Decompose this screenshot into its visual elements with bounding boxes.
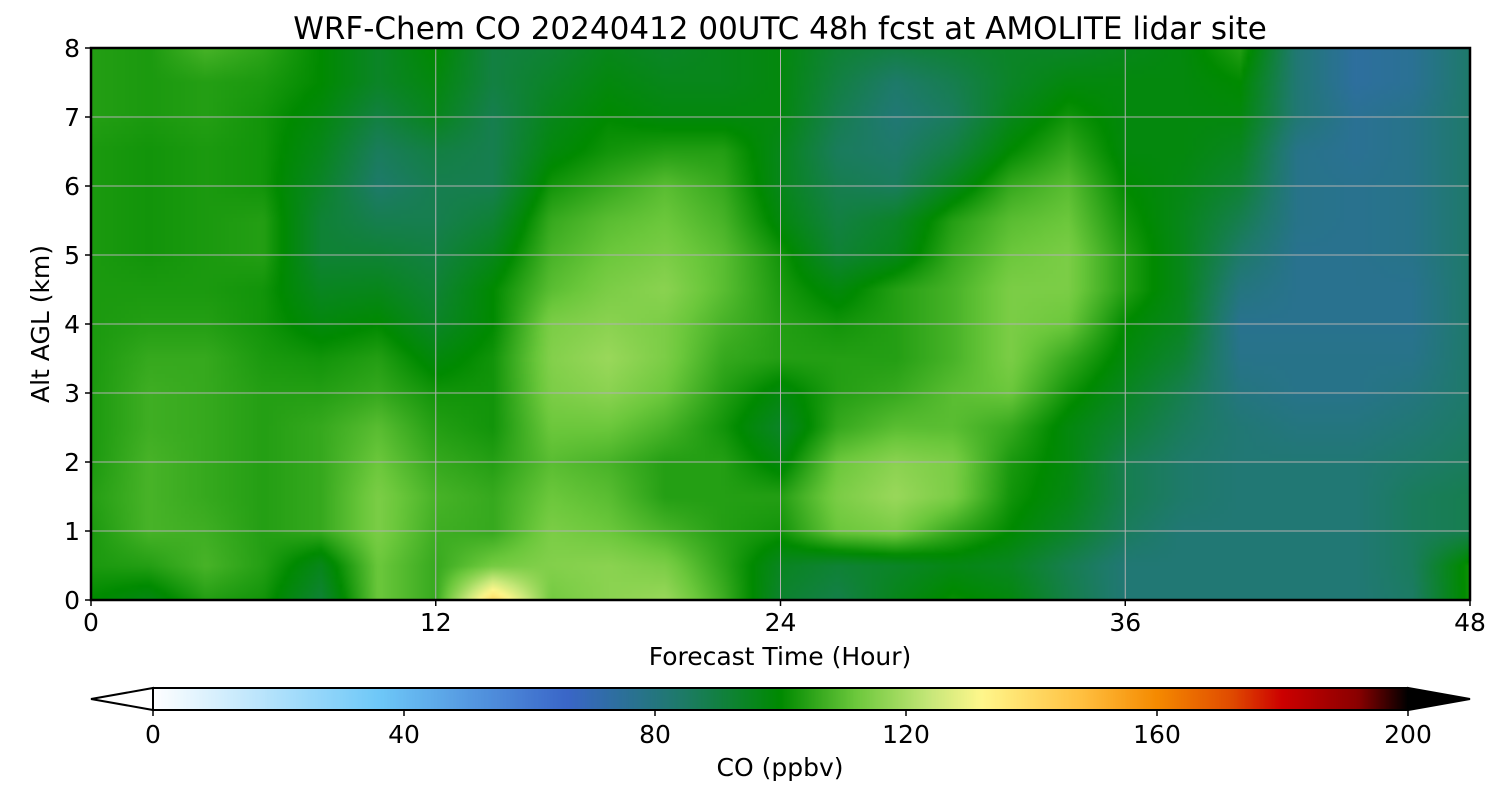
chart-title: WRF-Chem CO 20240412 00UTC 48h fcst at A…: [293, 11, 1267, 47]
x-tick-label: 12: [420, 608, 452, 637]
colorbar-tick-label: 160: [1133, 720, 1181, 749]
x-tick-label: 36: [1109, 608, 1141, 637]
colorbar-tick-label: 80: [639, 720, 671, 749]
y-tick-label: 7: [64, 103, 80, 132]
colorbar: 0 40 80 120 160 200 CO (ppbv): [90, 686, 1471, 782]
colorbar-tick-label: 200: [1384, 720, 1432, 749]
y-tick-label: 2: [64, 448, 80, 477]
colorbar-extend-min: [90, 686, 154, 712]
y-tick-label: 3: [64, 379, 80, 408]
y-tick-label: 6: [64, 172, 80, 201]
colorbar-extend-max: [1407, 686, 1471, 712]
colorbar-frame: [152, 687, 1409, 711]
plot-area: [89, 46, 1472, 602]
y-tick-label: 1: [64, 517, 80, 546]
x-tick-label: 24: [765, 608, 797, 637]
y-tick-label: 5: [64, 241, 80, 270]
colorbar-ticks: 0 40 80 120 160 200: [145, 710, 1432, 749]
colorbar-label: CO (ppbv): [717, 753, 844, 782]
colorbar-tick-label: 0: [145, 720, 161, 749]
colorbar-tick-label: 120: [882, 720, 930, 749]
y-tick-label: 4: [64, 310, 80, 339]
x-tick-label: 48: [1454, 608, 1486, 637]
y-tick-label: 8: [64, 34, 80, 63]
colorbar-tick-label: 40: [388, 720, 420, 749]
y-axis: 0 1 2 3 4 5 6 7 8: [64, 34, 91, 615]
colorbar-gradient: [153, 688, 1408, 710]
x-axis: 0 12 24 36 48: [83, 600, 1486, 637]
y-axis-label: Alt AGL (km): [26, 245, 55, 403]
x-axis-label: Forecast Time (Hour): [649, 642, 912, 671]
y-tick-label: 0: [64, 586, 80, 615]
x-tick-label: 0: [83, 608, 99, 637]
